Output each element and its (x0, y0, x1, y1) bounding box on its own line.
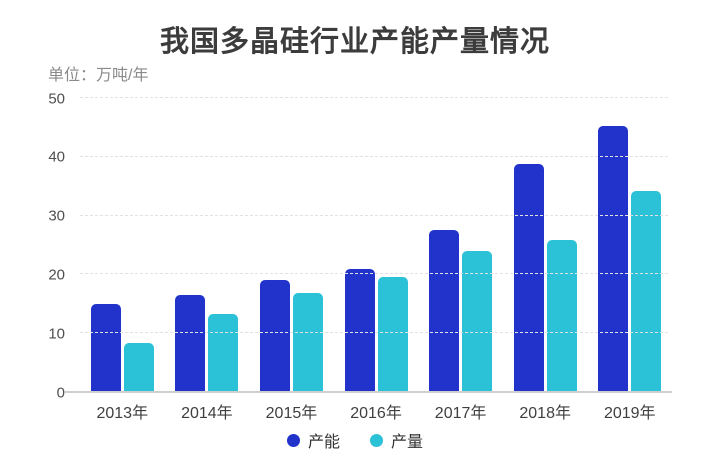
gridline-y-10 (80, 332, 668, 334)
bar-group-2015年 (249, 98, 334, 392)
bar-产能-2017年 (429, 230, 460, 392)
unit-label: 单位：万吨/年 (48, 67, 149, 84)
x-tick-label: 2017年 (434, 405, 487, 422)
legend-dot-icon (370, 433, 383, 447)
plot-area: 0 10 20 30 40 50 (48, 90, 672, 401)
x-tick-label: 2015年 (265, 405, 318, 422)
y-tick-label: 30 (48, 207, 65, 225)
legend-item-产能: 产能 (286, 428, 340, 452)
bar-产量-2017年 (462, 250, 493, 392)
gridline-y-40 (80, 155, 668, 157)
y-tick-label: 40 (48, 148, 65, 166)
legend-dot-icon (286, 433, 300, 447)
bar-group-2014年 (165, 98, 250, 392)
gridline-y-50 (80, 97, 668, 98)
bar-group-2017年 (418, 98, 503, 392)
bar-group-2016年 (334, 98, 419, 392)
legend-item-产量: 产量 (370, 428, 423, 452)
y-tick-label: 20 (48, 266, 65, 284)
legend: 产能 产量 (0, 428, 710, 452)
legend-label: 产量 (391, 434, 424, 451)
bar-产量-2019年 (631, 190, 662, 392)
x-tick-label: 2014年 (181, 405, 233, 422)
bar-产能-2013年 (90, 303, 121, 392)
y-tick-label: 0 (56, 384, 65, 401)
x-tick-label: 2018年 (519, 405, 571, 422)
bar-group-2013年 (80, 98, 165, 392)
chart-title: 我国多晶硅行业产能产量情况 (159, 26, 550, 58)
bar-产量-2015年 (292, 292, 323, 392)
bar-group-2019年 (587, 98, 672, 392)
bar-产能-2015年 (259, 280, 290, 392)
y-tick-label: 10 (48, 325, 65, 343)
gridline-y-20 (80, 273, 668, 275)
bar-产量-2013年 (123, 343, 154, 392)
bar-产能-2019年 (598, 126, 629, 392)
bar-产能-2016年 (344, 268, 375, 392)
legend-label: 产能 (307, 434, 340, 451)
bar-产量-2016年 (377, 277, 408, 392)
x-axis-labels: 2013年 2014年 2015年 2016年 2017年 2018年 2019年 (80, 399, 672, 423)
bar-产量-2018年 (546, 239, 577, 392)
bar-group-2018年 (503, 98, 588, 392)
y-tick-label: 50 (48, 90, 65, 107)
bar-产能-2018年 (513, 163, 544, 392)
bar-groups (80, 98, 672, 392)
x-tick-label: 2016年 (350, 405, 402, 422)
x-tick-label: 2013年 (96, 405, 149, 422)
bar-产能-2014年 (175, 294, 206, 392)
bar-产量-2014年 (208, 314, 239, 392)
x-axis-line (65, 391, 672, 393)
gridline-y-30 (80, 214, 668, 216)
x-tick-label: 2019年 (603, 405, 656, 422)
